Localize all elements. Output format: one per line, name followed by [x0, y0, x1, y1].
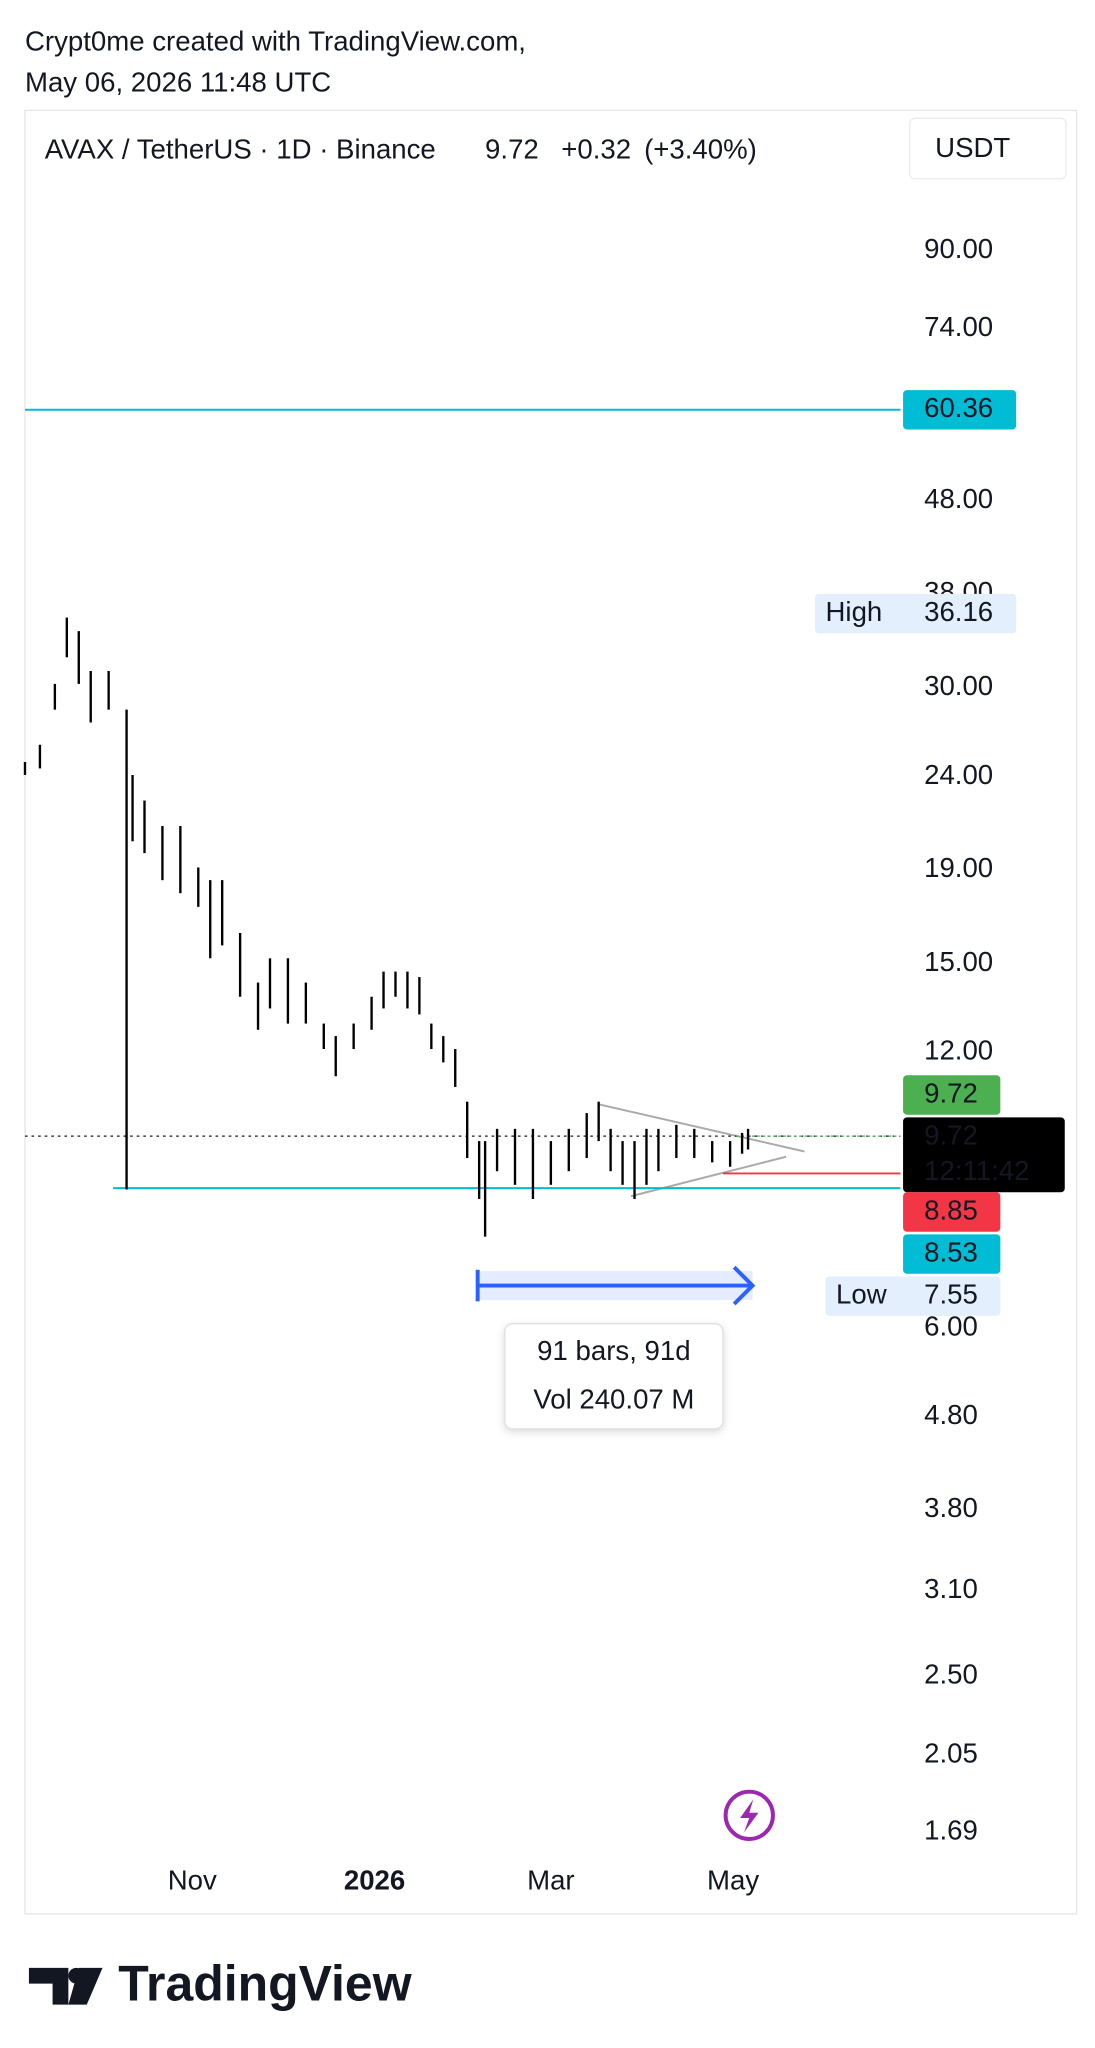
y-tick-label: 2.05 [924, 1737, 978, 1768]
last-price-label: 9.72 [924, 1077, 978, 1108]
level-label: 8.53 [924, 1236, 978, 1267]
brand: TradingView [118, 1956, 411, 2012]
author: Crypt0me created with TradingView.com, [25, 26, 526, 57]
y-tick-label: 74.00 [924, 311, 993, 342]
y-tick-label: 90.00 [924, 233, 993, 264]
countdown: 12:11:42 [924, 1155, 1029, 1186]
high-label-bg [815, 593, 1017, 634]
level-label: 8.85 [924, 1194, 978, 1225]
currency[interactable]: USDT [935, 132, 1010, 163]
y-tick-label: 48.00 [924, 483, 993, 514]
level-label: 60.36 [924, 392, 993, 423]
level-label-bg [903, 1234, 1001, 1274]
x-tick-label: May [707, 1865, 759, 1896]
last-price-label-bg [903, 1075, 1001, 1115]
y-tick-label: 30.00 [924, 670, 993, 701]
last-price: 9.72 [485, 133, 539, 164]
logo [28, 1967, 103, 2005]
high-value: 36.16 [924, 596, 993, 627]
chart-frame [24, 109, 1078, 1915]
low-label: Low [836, 1278, 887, 1309]
y-tick-label: 24.00 [924, 759, 993, 790]
lightning-bolt [740, 1799, 759, 1833]
y-tick-label: 4.80 [924, 1399, 978, 1430]
timestamp: May 06, 2026 11:48 UTC [25, 66, 331, 97]
measure-tooltip [504, 1323, 724, 1430]
change: +0.32 [561, 133, 631, 164]
measure-bars: 91 bars, 91d [537, 1335, 690, 1366]
y-tick-label: 2.50 [924, 1659, 978, 1690]
y-tick-label: 1.69 [924, 1814, 978, 1845]
y-tick-label: 12.00 [924, 1035, 993, 1066]
low-label-bg [825, 1276, 1001, 1316]
level-label-bg [903, 390, 1017, 430]
countdown-bg [903, 1117, 1065, 1193]
level-label-bg [903, 1192, 1001, 1232]
high-label: High [826, 596, 883, 627]
last-price-tag: 9.72 [924, 1119, 978, 1150]
measure-volume: Vol 240.07 M [533, 1384, 694, 1415]
low-value: 7.55 [924, 1278, 978, 1309]
lightning-icon[interactable] [723, 1789, 775, 1841]
measure-head [732, 1265, 756, 1306]
triangle-drawing [597, 1103, 805, 1198]
y-tick-label: 3.80 [924, 1492, 978, 1523]
symbol: AVAX / TetherUS · 1D · Binance [45, 133, 436, 164]
x-tick-label: 2026 [344, 1865, 405, 1896]
y-tick-label: 15.00 [924, 946, 993, 977]
y-tick-label: 3.10 [924, 1573, 978, 1604]
y-tick-label: 19.00 [924, 852, 993, 883]
change-pct: (+3.40%) [644, 133, 757, 164]
x-tick-label: Nov [168, 1865, 217, 1896]
x-tick-label: Mar [527, 1865, 575, 1896]
currency-button[interactable] [908, 117, 1067, 180]
